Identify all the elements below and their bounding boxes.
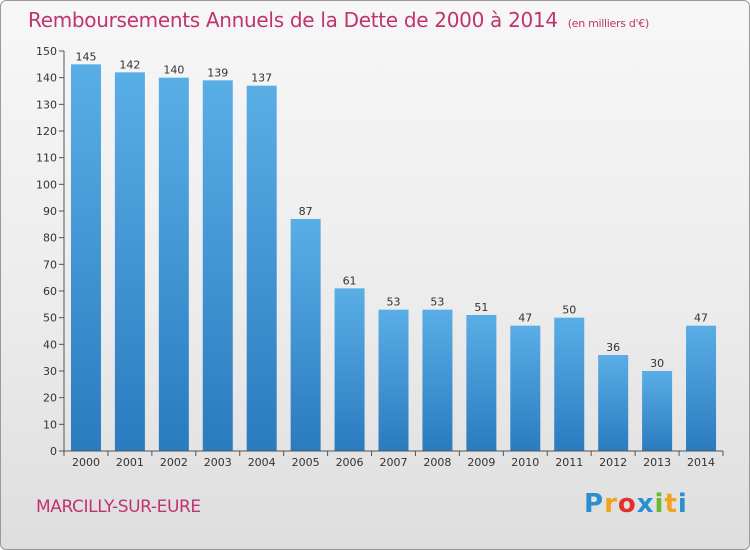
y-tick-label: 110 [36,152,57,165]
x-tick-label: 2001 [116,456,144,469]
x-tick-label: 2007 [380,456,408,469]
logo-letter: t [664,489,678,519]
bar [510,325,541,451]
logo-letter: x [636,489,655,519]
y-axis: 0 10 20 30 40 50 60 70 80 90 100 110 120 130 140 150 [36,45,65,458]
bar [290,219,321,451]
y-tick-label: 70 [43,258,57,271]
x-tick-label: 2009 [467,456,495,469]
bar [466,315,497,451]
chart-title-text: Remboursements Annuels de la Dette de 20… [28,8,558,32]
bar-value-label: 87 [299,205,313,218]
bar [334,288,365,451]
bar-value-label: 140 [163,64,184,77]
bar-value-label: 139 [207,66,228,79]
y-tick-label: 140 [36,72,57,85]
chart-title: Remboursements Annuels de la Dette de 20… [28,8,649,32]
bar-value-label: 47 [694,312,708,325]
chart-unit: (en milliers d'€) [567,17,649,30]
x-tick-label: 2003 [204,456,232,469]
bar-value-label: 137 [251,72,272,85]
bar-value-label: 36 [606,341,620,354]
x-tick-label: 2011 [555,456,583,469]
bar-value-label: 145 [75,50,96,63]
x-tick-label: 2014 [687,456,715,469]
commune-name: MARCILLY-SUR-EURE [36,497,201,517]
x-tick-label: 2008 [423,456,451,469]
bar [246,85,277,452]
y-tick-label: 120 [36,125,57,138]
y-tick-label: 50 [43,312,57,325]
bar-value-label: 50 [562,304,576,317]
logo-letter: o [617,489,637,519]
x-tick-label: 2004 [248,456,276,469]
proxiti-logo: Proxiti [584,489,688,519]
logo-letter: i [677,489,688,519]
y-tick-label: 20 [43,392,57,405]
x-tick-label: 2010 [511,456,539,469]
y-tick-label: 100 [36,178,57,191]
logo-letter: i [654,489,665,519]
y-tick-label: 150 [36,45,57,58]
x-tick-label: 2000 [72,456,100,469]
bar [598,355,629,451]
bar-value-label: 51 [474,301,488,314]
y-tick-label: 90 [43,205,57,218]
bar [202,80,233,451]
logo-letter: P [584,489,605,519]
bar [686,325,717,451]
bar-value-label: 53 [387,296,401,309]
bar [422,309,453,451]
y-tick-label: 40 [43,338,57,351]
y-tick-label: 130 [36,98,57,111]
bar [642,371,673,451]
bar-value-label: 61 [343,274,357,287]
y-tick-label: 80 [43,232,57,245]
bars: 145 142 140 139 137 87 61 53 53 51 47 50 36 30 47 [70,50,717,452]
y-tick-label: 0 [50,445,57,458]
y-tick-label: 30 [43,365,57,378]
x-tick-label: 2005 [292,456,320,469]
bar [378,309,409,451]
bar [70,64,101,452]
x-tick-label: 2013 [643,456,671,469]
y-tick-label: 10 [43,418,57,431]
bar-value-label: 142 [119,58,140,71]
x-tick-label: 2006 [336,456,364,469]
bar [158,77,189,452]
bar-value-label: 53 [430,296,444,309]
bar [554,317,585,451]
logo-letter: r [604,489,618,519]
x-tick-label: 2012 [599,456,627,469]
x-axis: 2000 2001 2002 2003 2004 2005 2006 2007 2008 2009… [63,450,724,469]
x-tick-label: 2002 [160,456,188,469]
bar [114,72,145,451]
bar-value-label: 30 [650,357,664,370]
bar-value-label: 47 [518,312,532,325]
y-tick-label: 60 [43,285,57,298]
